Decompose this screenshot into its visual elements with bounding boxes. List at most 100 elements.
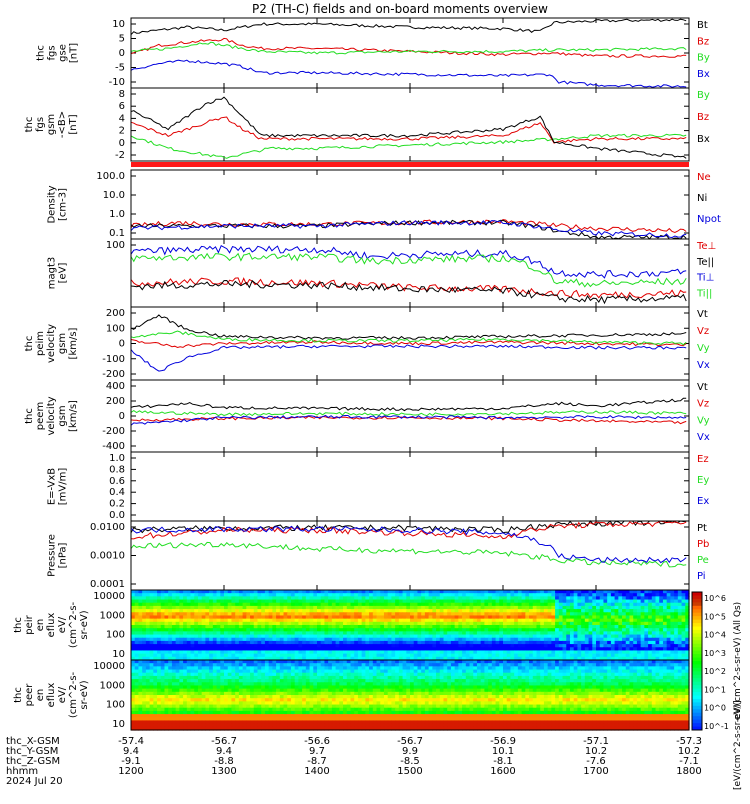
- series-peim-Vx: [131, 345, 686, 371]
- legend-entry: Vz: [697, 399, 709, 410]
- legend-entry: Ti||: [696, 288, 712, 299]
- legend-entry: Ex: [697, 496, 709, 507]
- y-axis-label-line: [nT]: [68, 114, 79, 134]
- y-axis-label-line: eflux: [46, 613, 57, 638]
- y-tick-label: 0.0: [109, 510, 125, 521]
- y-axis-label: thcpeemvelocitygsm[km/s]: [24, 396, 79, 435]
- y-axis-label-line: [eV]: [58, 263, 69, 284]
- legend-entry: Ni: [697, 193, 707, 204]
- y-tick-label: 0: [119, 48, 125, 59]
- y-axis-label-line: [cm-3]: [58, 188, 69, 221]
- y-axis-label-line: thc: [13, 617, 24, 633]
- legend-entry: Vt: [697, 309, 708, 320]
- legend-entry: Pb: [697, 539, 709, 550]
- y-tick-label: 100.0: [96, 171, 125, 182]
- y-axis-label-line: fgs: [47, 45, 58, 60]
- y-tick-label: 0.6: [109, 476, 125, 487]
- y-axis-label-line: [nPa]: [58, 542, 69, 568]
- series-fgs-By: [131, 42, 686, 54]
- y-tick-label: 10000: [93, 591, 125, 602]
- y-axis-label-line: thc: [36, 45, 47, 61]
- y-axis-label: thcfgsgse[nT]: [36, 43, 80, 63]
- series-pressure-Pe: [131, 542, 686, 567]
- spectrogram-peir: [131, 590, 690, 661]
- y-axis-label-line: thc: [13, 687, 24, 703]
- y-tick-label: -400: [102, 441, 125, 452]
- y-axis-label-line: [nT]: [69, 43, 80, 63]
- y-tick-label: 5: [119, 34, 125, 45]
- y-axis-label-line: peim: [35, 331, 46, 356]
- series-fgs-Bt: [131, 19, 686, 34]
- y-axis-label-line: eflux: [46, 683, 57, 708]
- legend-entry: Vy: [697, 415, 710, 426]
- series-temp-Ti⊥: [131, 246, 686, 278]
- legend-entry: Vz: [697, 326, 709, 337]
- legend-entry: By: [697, 90, 710, 101]
- series-pressure-Pb: [131, 521, 686, 539]
- y-tick-label: -2: [115, 150, 125, 161]
- y-axis-label-line: peem: [35, 402, 46, 430]
- series-fgs-Bx: [131, 60, 686, 87]
- y-tick-label: 400: [106, 381, 125, 392]
- legend-entry: Ey: [697, 475, 709, 486]
- legend-entry: By: [697, 53, 710, 64]
- panel-frame: [131, 380, 689, 452]
- y-axis-label: magt3[eV]: [47, 257, 69, 290]
- legend-entry: Ne: [697, 172, 711, 183]
- legend-entry: Npot: [697, 214, 721, 225]
- y-axis-label-line: (cm^2-s-: [68, 601, 79, 648]
- panel-frame: [131, 452, 689, 521]
- y-tick-label: 0.1: [109, 228, 125, 239]
- legend-entry: Bx: [697, 69, 710, 80]
- y-tick-label: 0.8: [109, 464, 125, 475]
- legend-entry: Ti⊥: [696, 273, 714, 284]
- y-axis-label-line: thc: [24, 117, 35, 133]
- legend-entry: Pi: [697, 571, 706, 582]
- y-tick-label: -10: [109, 77, 125, 88]
- y-tick-label: 100: [106, 240, 125, 251]
- y-tick-label: 0.0001: [90, 579, 125, 590]
- panel-peem: thcpeemvelocitygsm[km/s]4002000-200-400V…: [24, 380, 710, 452]
- panel-frame: [131, 239, 689, 307]
- y-axis-label-line: thc: [24, 336, 35, 352]
- y-tick-label: 1000: [100, 610, 125, 621]
- y-axis-label-line: gsm: [46, 114, 57, 135]
- y-axis-label: thcfgsgsm-<B>[nT]: [24, 111, 79, 138]
- y-axis-label-line: velocity: [46, 396, 57, 435]
- legend-entry: Pt: [697, 523, 707, 534]
- series-temp-Ti||: [131, 253, 686, 286]
- y-tick-label: 1.0: [109, 453, 125, 464]
- y-tick-label: 1.0: [109, 209, 125, 220]
- plot-title: P2 (TH-C) fields and on-board moments ov…: [252, 2, 548, 16]
- series-fgs_gsm-Bx: [131, 97, 686, 158]
- series-peem-Vt: [131, 398, 686, 410]
- y-axis-label-line: gsm: [57, 333, 68, 354]
- y-tick-label: 2: [119, 126, 125, 137]
- y-tick-label: 0.0010: [90, 551, 125, 562]
- y-tick-label: 0.0100: [90, 522, 125, 533]
- y-axis-label-line: eV/: [57, 686, 68, 703]
- y-axis-label-line: velocity: [46, 324, 57, 363]
- y-tick-label: 10.0: [103, 190, 125, 201]
- legend-entry: Ez: [697, 454, 709, 465]
- series-fgs-Bz: [131, 38, 686, 57]
- y-tick-label: 0: [119, 138, 125, 149]
- y-tick-label: 0: [119, 411, 125, 422]
- y-axis-label: thcpeerenefluxeV/(cm^2-s-sr-eV): [13, 671, 90, 718]
- y-axis-label-line: (cm^2-s-: [68, 671, 79, 718]
- spectrogram-peer: [131, 660, 690, 731]
- y-axis-label-line: gse: [58, 44, 69, 62]
- y-tick-label: 10: [112, 19, 125, 30]
- y-axis-label-line: -<B>: [57, 111, 68, 138]
- y-axis-label: thcpeirenefluxeV/(cm^2-s-sr-eV): [13, 601, 90, 648]
- y-axis-label-line: en: [35, 619, 46, 632]
- y-axis-label-line: sr-eV): [79, 610, 90, 639]
- y-axis-label-line: thc: [24, 408, 35, 424]
